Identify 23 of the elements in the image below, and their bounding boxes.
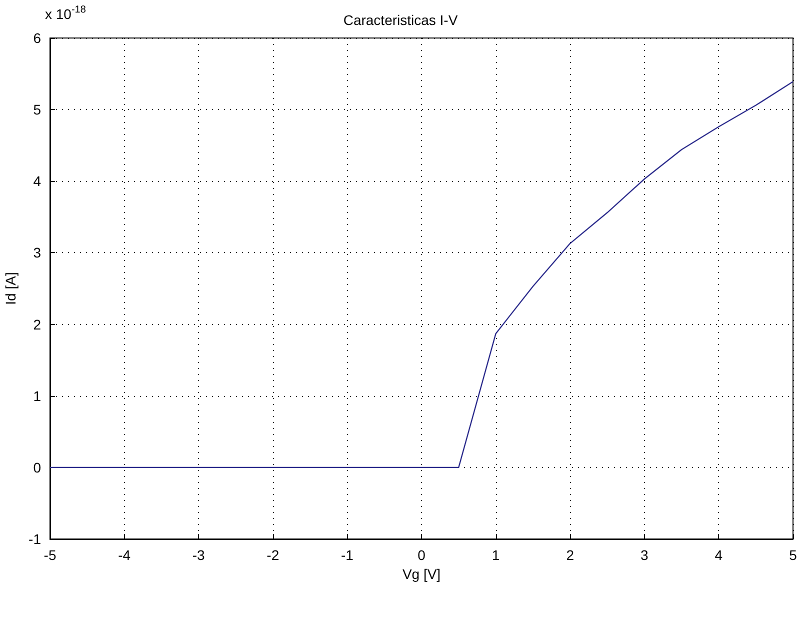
y-tick-label: 6 xyxy=(33,30,42,46)
x-tick-label: -2 xyxy=(266,547,280,563)
y-tick-label: 2 xyxy=(33,316,42,332)
x-tick-label: 4 xyxy=(714,547,723,563)
x-axis-title: Vg [V] xyxy=(402,566,441,582)
x-tick-label: 2 xyxy=(566,547,574,563)
y-tick-label: 3 xyxy=(33,244,42,261)
x-tick-label: 0 xyxy=(418,547,426,563)
chart-title: Caracteristicas I-V xyxy=(343,12,458,28)
x-tick-label: 1 xyxy=(492,547,500,563)
y-tick-label: 4 xyxy=(33,173,42,190)
x-tick-label: -5 xyxy=(44,547,56,563)
y-tick-label: 0 xyxy=(33,459,42,476)
x-tick-label: -1 xyxy=(340,547,354,563)
line-series xyxy=(49,81,794,468)
y-axis-title: Id [A] xyxy=(2,272,19,305)
x-tick-label: -4 xyxy=(118,547,131,563)
y-tick-label: -1 xyxy=(28,531,42,547)
y-tick-label: 1 xyxy=(33,388,42,404)
x-tick-label: 3 xyxy=(640,547,648,563)
y-tick-label: 5 xyxy=(33,102,42,118)
x-tick-label: -3 xyxy=(192,547,206,563)
x-tick-label: 5 xyxy=(789,547,798,563)
